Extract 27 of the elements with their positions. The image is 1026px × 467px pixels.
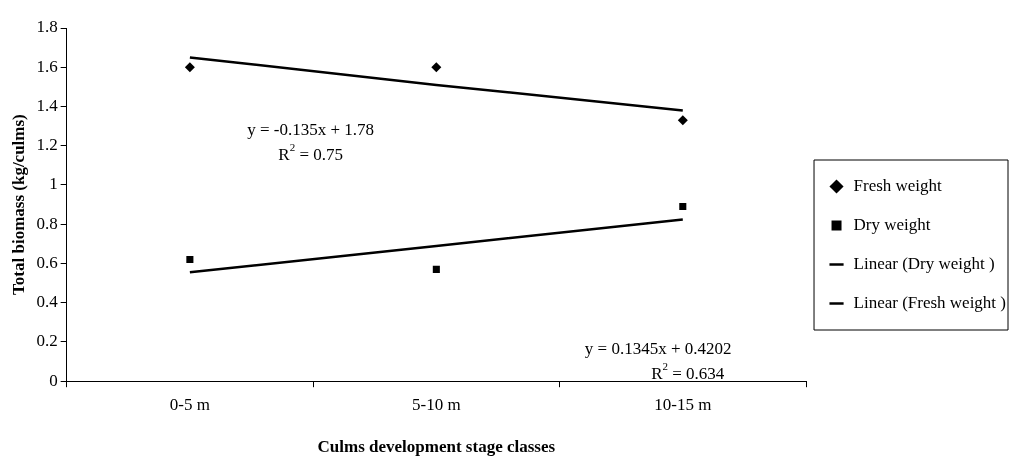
point xyxy=(432,265,440,273)
y-tick-label: 1.6 xyxy=(36,56,58,76)
annotation: y = 0.1345x + 0.4202 xyxy=(584,338,732,358)
y-tick-label: 0.8 xyxy=(36,213,58,233)
legend-label: Linear (Fresh weight ) xyxy=(853,292,1007,312)
x-tick-label: 5-10 m xyxy=(412,394,461,414)
legend-label: Dry weight xyxy=(853,214,931,234)
point xyxy=(184,62,195,73)
y-axis-title: Total biomass (kg/culms) xyxy=(8,114,28,295)
annotation: y = -0.135x + 1.78 xyxy=(247,119,375,139)
y-tick-label: 0 xyxy=(49,370,58,390)
y-tick-label: 1 xyxy=(49,174,58,194)
point xyxy=(431,62,442,73)
y-tick-label: 0.4 xyxy=(36,292,59,312)
x-tick-label: 0-5 m xyxy=(169,394,210,414)
point xyxy=(677,115,688,126)
x-tick-label: 10-15 m xyxy=(654,394,712,414)
y-tick-label: 1.8 xyxy=(36,17,58,37)
point xyxy=(186,256,194,264)
y-tick-label: 0.2 xyxy=(36,331,58,351)
legend-label: Linear (Dry weight ) xyxy=(853,253,995,273)
x-axis-title: Culms development stage classes xyxy=(317,437,556,457)
y-tick-label: 0.6 xyxy=(36,252,58,272)
y-tick-label: 1.4 xyxy=(36,95,59,115)
y-tick-label: 1.2 xyxy=(36,135,58,155)
point xyxy=(679,203,687,211)
legend-label: Fresh weight xyxy=(853,175,943,195)
